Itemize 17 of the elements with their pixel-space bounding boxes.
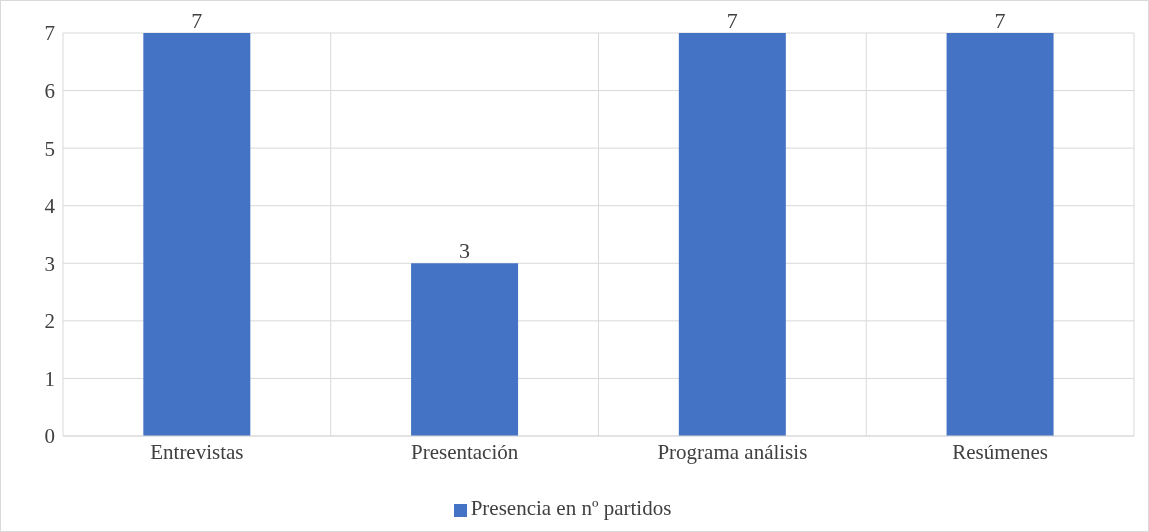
data-label: 7 [994, 8, 1006, 33]
y-tick-label: 0 [44, 424, 55, 449]
data-label: 3 [459, 238, 471, 264]
legend-label: Presencia en nº partidos [470, 496, 672, 520]
y-tick-label: 2 [44, 309, 55, 334]
data-label: 7 [191, 8, 203, 33]
y-tick-label: 5 [44, 136, 55, 161]
x-tick-label: Entrevistas [150, 439, 244, 464]
x-tick-label: Presentación [410, 439, 519, 464]
y-tick-label: 7 [44, 21, 55, 46]
y-tick-label: 1 [44, 366, 55, 391]
y-tick-label: 6 [44, 79, 55, 104]
y-tick-label: 3 [44, 251, 55, 276]
x-tick-label: Resúmenes [952, 439, 1048, 464]
x-tick-label: Programa análisis [657, 439, 808, 464]
y-tick-label: 4 [44, 194, 56, 219]
data-label: 7 [726, 8, 738, 33]
